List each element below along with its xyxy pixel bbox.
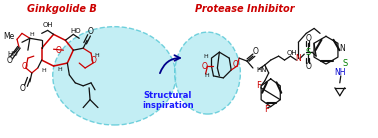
Text: H: H: [204, 54, 209, 59]
Text: HN: HN: [256, 67, 266, 73]
Text: F: F: [256, 81, 261, 90]
Text: S: S: [342, 59, 347, 68]
Text: N: N: [296, 54, 301, 63]
Text: HO: HO: [8, 51, 18, 57]
Text: H: H: [205, 73, 209, 78]
Text: NH: NH: [334, 68, 345, 77]
Text: OH: OH: [42, 22, 53, 28]
Text: H: H: [41, 68, 46, 73]
Text: Ginkgolide B: Ginkgolide B: [27, 4, 97, 14]
Text: S: S: [305, 48, 311, 57]
Text: O: O: [6, 56, 12, 65]
Text: O: O: [20, 84, 26, 93]
Text: H: H: [57, 67, 62, 72]
Text: O: O: [88, 27, 94, 36]
Text: O: O: [22, 62, 28, 71]
Text: O: O: [56, 46, 61, 55]
Text: O: O: [91, 56, 97, 65]
Text: O: O: [232, 60, 238, 69]
Text: Structural
inspiration: Structural inspiration: [142, 91, 194, 110]
Text: F: F: [264, 105, 269, 114]
Text: O: O: [305, 62, 311, 71]
Text: H: H: [29, 32, 34, 37]
Text: OH: OH: [287, 50, 297, 56]
Text: O: O: [201, 62, 208, 71]
Text: O: O: [305, 34, 311, 43]
Text: HO: HO: [70, 28, 81, 34]
Text: N: N: [339, 44, 345, 53]
Text: H: H: [94, 53, 99, 58]
Text: Me: Me: [3, 32, 14, 41]
Ellipse shape: [53, 27, 176, 125]
Text: O: O: [253, 47, 259, 56]
Text: Protease Inhibitor: Protease Inhibitor: [195, 4, 294, 14]
Ellipse shape: [175, 32, 240, 114]
